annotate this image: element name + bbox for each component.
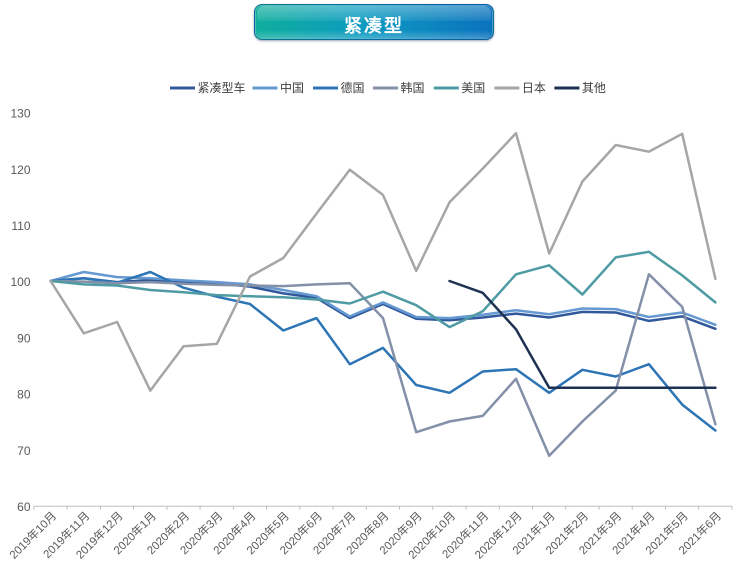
svg-text:60: 60 [17, 500, 31, 514]
svg-text:美国: 美国 [461, 81, 485, 95]
svg-text:韩国: 韩国 [401, 80, 425, 95]
svg-text:100: 100 [10, 275, 30, 289]
svg-text:德国: 德国 [341, 80, 365, 95]
svg-text:中国: 中国 [280, 80, 304, 95]
svg-text:日本: 日本 [522, 81, 546, 95]
svg-text:120: 120 [10, 163, 30, 177]
svg-text:80: 80 [17, 388, 31, 402]
svg-text:其他: 其他 [582, 81, 606, 95]
svg-text:130: 130 [10, 107, 30, 121]
svg-text:110: 110 [11, 219, 30, 233]
svg-text:90: 90 [17, 331, 31, 345]
svg-text:70: 70 [17, 444, 31, 458]
svg-text:紧凑型车: 紧凑型车 [198, 80, 246, 95]
